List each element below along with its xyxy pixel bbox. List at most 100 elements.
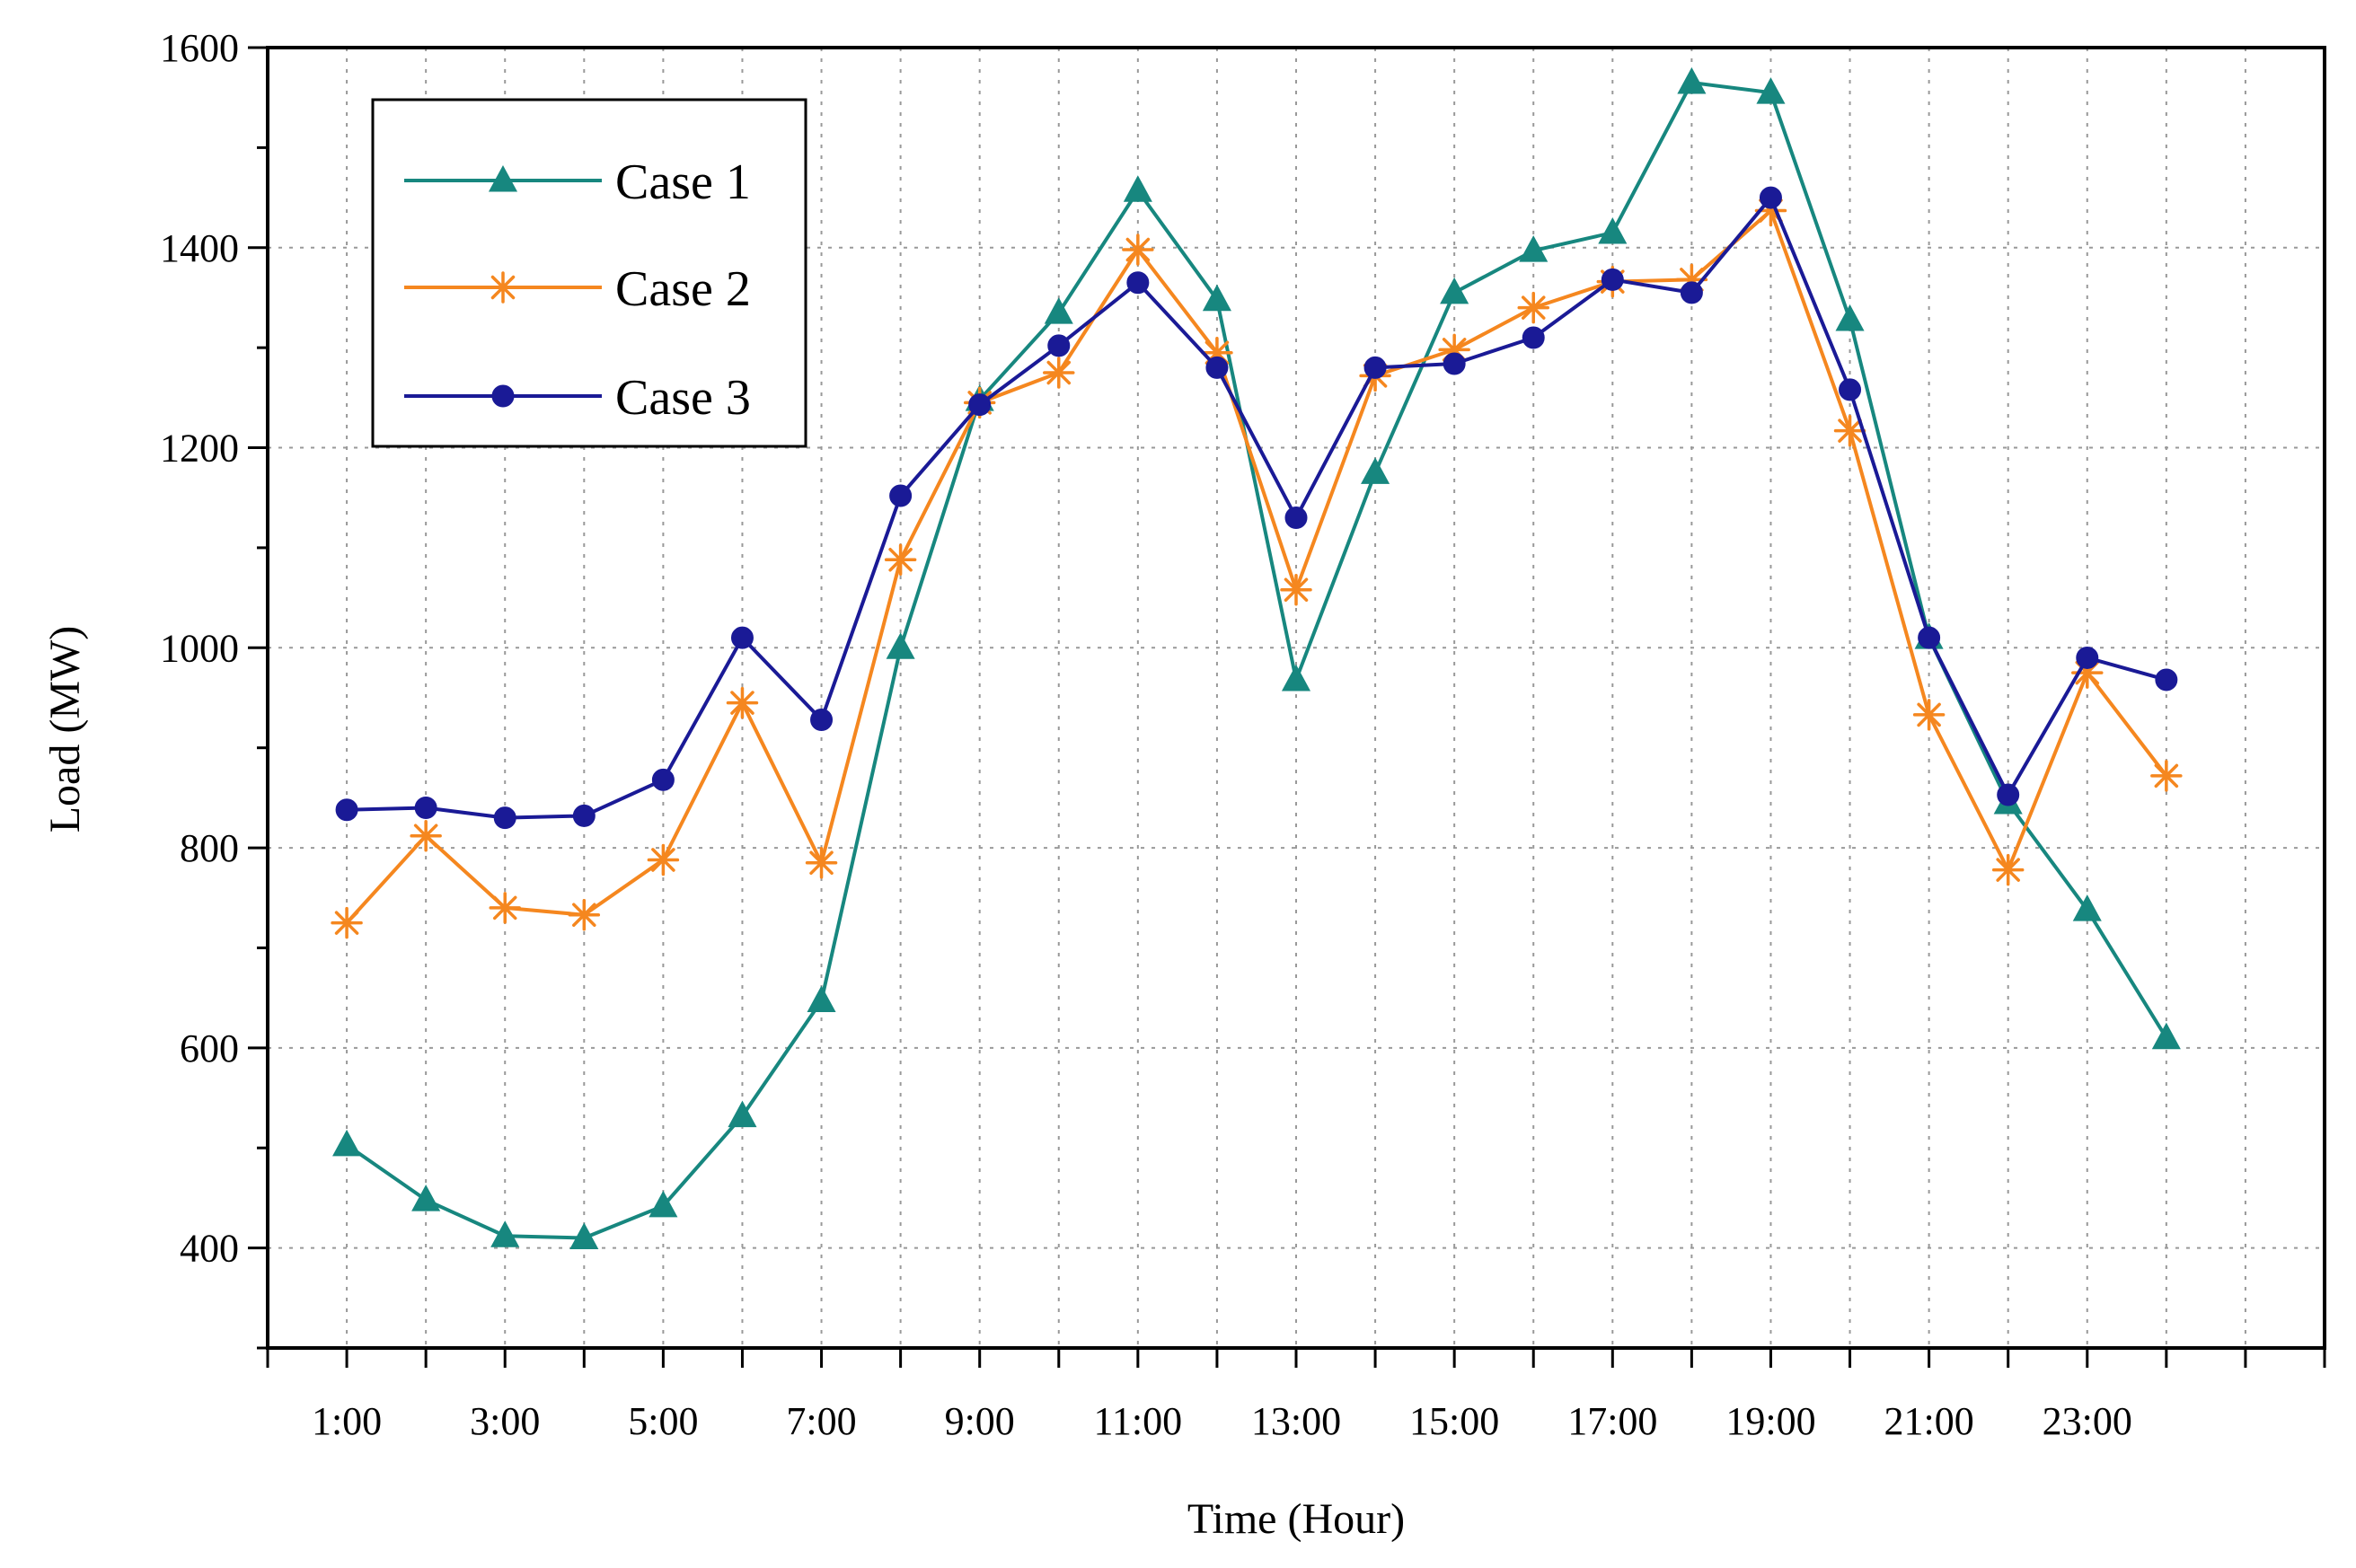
data-point	[1363, 356, 1387, 379]
data-point	[1284, 507, 1308, 530]
data-point	[1991, 853, 2025, 886]
data-point	[2072, 894, 2102, 921]
data-point	[1205, 356, 1229, 379]
data-point	[1598, 217, 1628, 244]
x-tick-label: 13:00	[1251, 1399, 1341, 1443]
data-point	[1675, 263, 1708, 296]
legend: Case 1 Case 2 Case 3	[371, 98, 807, 448]
data-point	[1201, 336, 1233, 369]
grid-lines	[268, 48, 2325, 1348]
x-tick-label: 17:00	[1567, 1399, 1657, 1443]
x-axis-title: Time (Hour)	[1187, 1495, 1405, 1543]
data-point	[2150, 760, 2183, 792]
x-tick-label: 15:00	[1409, 1399, 1499, 1443]
data-point	[1047, 334, 1071, 357]
data-point	[1759, 186, 1782, 209]
series-case-1	[332, 66, 2181, 1249]
data-point	[730, 626, 754, 649]
data-point	[1912, 699, 1946, 731]
data-point	[1680, 281, 1703, 304]
data-point	[411, 1185, 441, 1211]
legend-item-case-1: Case 1	[404, 154, 751, 210]
data-point	[726, 686, 759, 719]
legend-marker	[488, 164, 518, 192]
data-point	[1522, 326, 1545, 349]
data-point	[2076, 646, 2099, 669]
axes: 400 600 800 1000 1200 1400 1600 1:00 3:00 5:00 7:0…	[160, 26, 2326, 1443]
data-point	[886, 632, 915, 659]
data-point	[884, 543, 917, 577]
data-point	[1123, 175, 1152, 202]
data-point	[1918, 626, 1941, 649]
data-point	[1833, 414, 1866, 447]
data-point	[807, 985, 836, 1012]
y-tick-label: 1600	[160, 26, 239, 70]
y-tick-label: 600	[180, 1026, 239, 1070]
series-line	[347, 196, 2167, 820]
data-point	[335, 798, 358, 822]
legend-item-case-3: Case 3	[404, 370, 751, 426]
data-point	[490, 1220, 520, 1247]
series-line	[345, 80, 2168, 1240]
data-point	[2155, 668, 2178, 692]
legend-marker	[487, 271, 519, 304]
y-tick-label: 400	[180, 1227, 239, 1271]
data-point	[1839, 378, 1862, 401]
data-point	[2071, 656, 2104, 689]
series-layer	[331, 66, 2183, 1249]
data-point	[489, 892, 521, 924]
legend-label: Case 1	[615, 154, 751, 210]
data-point	[651, 768, 675, 791]
legend-box	[371, 98, 807, 448]
data-point	[1043, 357, 1075, 389]
series-case-3	[335, 186, 2178, 830]
data-point	[1440, 277, 1469, 304]
data-point	[1601, 268, 1624, 291]
series-line	[345, 208, 2168, 924]
data-point	[1122, 233, 1154, 266]
data-point	[2151, 1022, 2181, 1050]
data-point	[414, 797, 437, 820]
data-point	[810, 709, 834, 732]
legend-label: Case 3	[615, 370, 751, 426]
series-case-2	[331, 194, 2183, 939]
x-tick-label: 3:00	[470, 1399, 540, 1443]
data-point	[1044, 297, 1073, 324]
y-tick-label: 1200	[160, 427, 239, 471]
data-point	[332, 1129, 362, 1157]
y-tick-label: 1000	[160, 626, 239, 670]
legend-marker	[491, 384, 515, 408]
legend-label: Case 2	[615, 261, 751, 317]
data-point	[889, 484, 913, 507]
data-point	[1443, 352, 1466, 375]
data-point	[572, 804, 596, 827]
data-point	[805, 847, 838, 879]
data-point	[1281, 664, 1311, 692]
data-point	[1835, 304, 1865, 331]
legend-item-case-2: Case 2	[404, 261, 751, 317]
data-point	[569, 1222, 599, 1249]
data-point	[1438, 333, 1470, 366]
x-tick-label: 5:00	[628, 1399, 698, 1443]
data-point	[331, 906, 363, 939]
data-point	[493, 806, 516, 830]
y-axis-title: Load (MW)	[41, 626, 89, 833]
data-point	[1677, 66, 1707, 94]
data-point	[410, 819, 442, 852]
data-point	[647, 843, 680, 876]
y-tick-label: 1400	[160, 226, 239, 270]
x-tick-label: 1:00	[312, 1399, 382, 1443]
data-point	[1754, 194, 1787, 227]
data-point	[728, 1100, 757, 1128]
x-tick-label: 19:00	[1725, 1399, 1815, 1443]
x-tick-label: 7:00	[786, 1399, 856, 1443]
data-point	[568, 898, 601, 931]
data-point	[649, 1190, 678, 1218]
data-point	[1997, 783, 2020, 806]
data-point	[968, 393, 992, 417]
data-point	[1126, 271, 1150, 295]
x-tick-label: 21:00	[1884, 1399, 1973, 1443]
data-point	[1280, 573, 1312, 606]
data-point	[1756, 77, 1786, 104]
data-point	[1361, 457, 1390, 484]
